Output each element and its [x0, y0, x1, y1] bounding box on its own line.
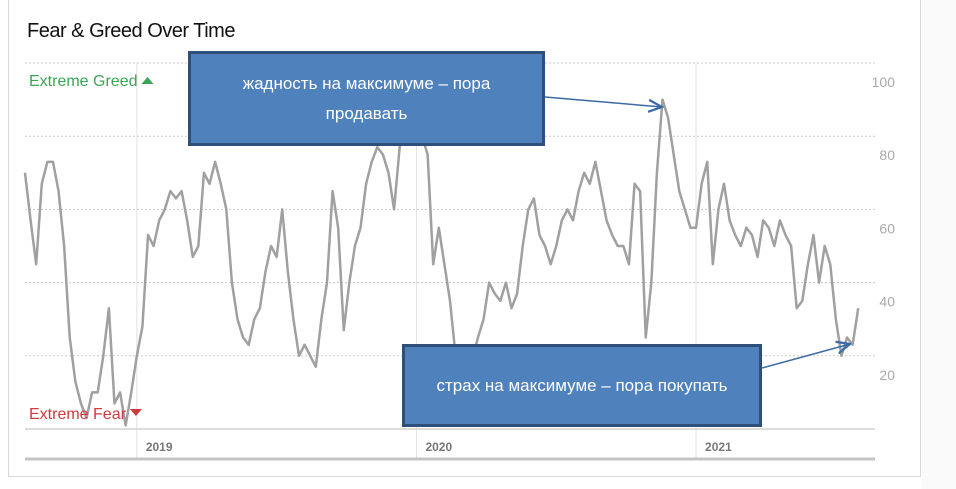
line-series — [23, 80, 860, 427]
triangle-icon — [141, 77, 154, 84]
side-panel — [922, 0, 956, 489]
annotation-box: жадность на максимуме – пора продавать — [188, 51, 545, 146]
chart-title: Fear & Greed Over Time — [27, 20, 235, 42]
y-tick-label: 100 — [872, 74, 896, 90]
y-tick-label: 80 — [879, 147, 895, 163]
y-tick-label: 20 — [879, 367, 895, 383]
card-frame — [8, 0, 921, 477]
annotation-box: страх на максимуме – пора покупать — [402, 344, 762, 427]
y-tick-label: 40 — [879, 294, 895, 310]
extreme-fear-label: Extreme Fear — [29, 406, 127, 423]
triangle-icon — [129, 409, 142, 416]
x-tick-label: 2019 — [146, 440, 173, 454]
y-tick-label: 60 — [879, 220, 895, 236]
x-tick-label: 2020 — [425, 440, 452, 454]
x-tick-label: 2021 — [705, 440, 732, 454]
extreme-greed-label: Extreme Greed — [29, 73, 137, 90]
